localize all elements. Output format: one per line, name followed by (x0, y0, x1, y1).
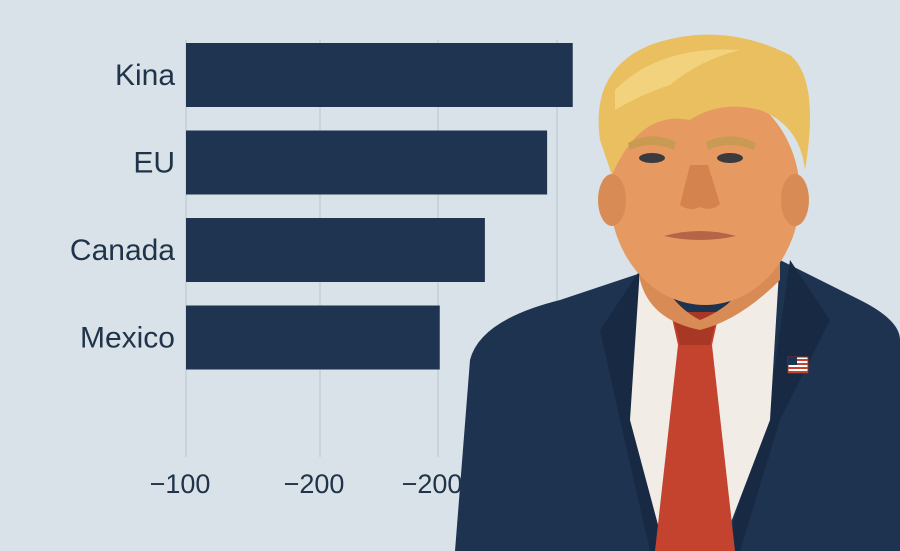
ear-right (781, 174, 809, 226)
eyebrow-left (628, 136, 676, 150)
mouth (664, 231, 736, 240)
eye-right (717, 153, 743, 163)
neck (640, 230, 780, 330)
eyebrow-right (706, 136, 756, 150)
bar-mexico (186, 305, 440, 370)
x-tick-label: −200 (284, 469, 345, 499)
category-label: EU (133, 147, 175, 180)
category-label: Mexico (80, 322, 175, 355)
flag-pin-icon (787, 356, 809, 374)
nose (680, 165, 720, 210)
tie (655, 318, 735, 551)
x-tick-label: −100 (150, 469, 211, 499)
x-tick-label: −200 (402, 469, 463, 499)
eye-left (639, 153, 665, 163)
category-label: Canada (70, 234, 175, 267)
ear-left (598, 174, 626, 226)
bars (186, 43, 573, 370)
bar-kina (186, 43, 573, 107)
suit-lapel-right (725, 260, 830, 551)
bar-eu (186, 130, 548, 195)
hair-highlight (615, 49, 740, 110)
category-labels: Kina EU Canada Mexico (70, 59, 175, 355)
category-label: Kina (115, 59, 175, 92)
bar-canada (186, 218, 485, 282)
